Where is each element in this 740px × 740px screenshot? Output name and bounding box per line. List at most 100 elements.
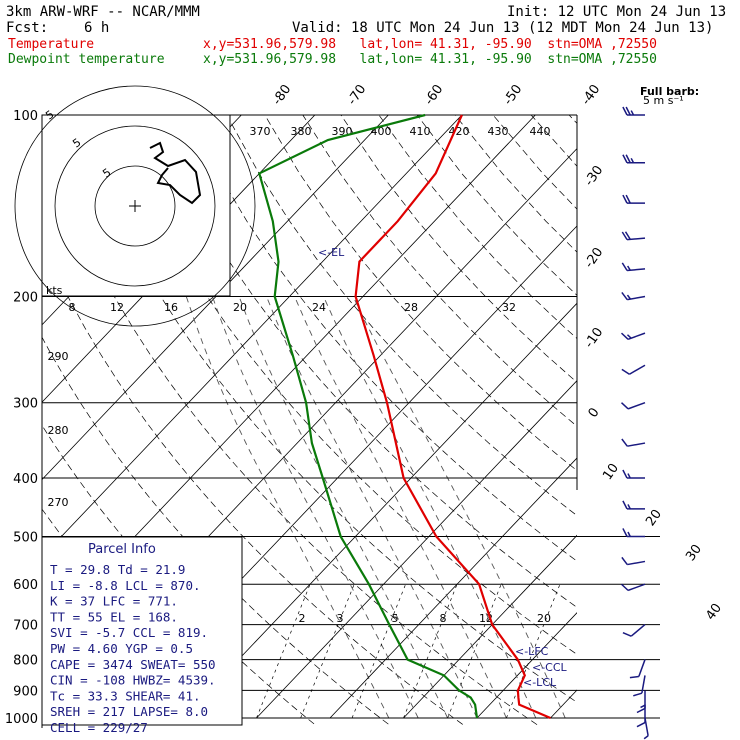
dry-adiabat — [74, 115, 577, 703]
level-annotation: <-CCL — [532, 661, 568, 674]
wind-barb — [622, 469, 645, 479]
mixing-ratio-label: 2 — [299, 612, 306, 625]
dry-adiabat — [492, 115, 577, 210]
moist-adiabat — [238, 296, 449, 719]
wind-barbs — [620, 106, 649, 740]
moist-adiabat — [294, 296, 507, 719]
isotherm-label: -70 — [345, 82, 369, 108]
hodograph-axis-label: 12 — [110, 301, 124, 314]
parcel-info-row: CIN = -108 HWBZ= 4539. — [50, 673, 216, 688]
barb-legend-unit: 5 m s⁻¹ — [643, 94, 684, 107]
wind-barb — [620, 332, 646, 340]
mixing-ratio-label: 20 — [537, 612, 551, 625]
pressure-label: 800 — [13, 654, 38, 669]
pressure-label: 300 — [13, 397, 38, 412]
moist-adiabat — [266, 296, 478, 719]
hodograph-axis-label: 24 — [312, 301, 326, 314]
mixing-ratio-line — [506, 584, 561, 719]
dry-adiabat — [188, 115, 577, 562]
dry-adiabat — [302, 115, 577, 427]
dry-adiabat — [568, 115, 577, 124]
parcel-info-row: TT = 55 EL = 168. — [50, 609, 178, 624]
parcel-info-row: SVI = -5.7 CCL = 819. — [50, 625, 208, 640]
level-annotation: <-LCL — [523, 676, 557, 689]
level-annotation: <-LFC — [515, 645, 549, 658]
isotherm-line — [329, 457, 577, 719]
moist-adiabat — [323, 296, 537, 719]
hodograph-axis-label: 16 — [164, 301, 178, 314]
hodograph-axis-label: 28 — [404, 301, 418, 314]
hodograph-axis-label: 32 — [502, 301, 516, 314]
theta-label: 430 — [488, 125, 509, 138]
wind-barb — [621, 364, 646, 375]
hodograph-ring — [94, 165, 176, 247]
theta-label: 440 — [530, 125, 551, 138]
theta-label: 380 — [291, 125, 312, 138]
mixing-ratio-line — [300, 584, 355, 719]
moist-adiabat — [211, 296, 419, 719]
hodograph-ring — [14, 85, 256, 327]
isotherm-line — [550, 689, 577, 719]
dry-adiabat — [378, 115, 577, 339]
isotherm-line — [182, 302, 577, 719]
pressure-label: 1000 — [5, 712, 38, 727]
mixing-ratio-line — [256, 584, 311, 719]
isotherm-line — [256, 380, 577, 719]
isotherm-label: 20 — [643, 507, 665, 529]
isotherm-label: -40 — [579, 82, 603, 108]
isotherm-label: -60 — [422, 82, 446, 108]
isotherm-label: -20 — [582, 245, 606, 271]
pressure-label: 200 — [13, 291, 38, 306]
wind-barb — [622, 194, 645, 204]
isotherm-line — [476, 612, 577, 719]
isotherm-label: 30 — [683, 542, 705, 564]
dry-adiabat — [454, 115, 577, 253]
parcel-info-row: SREH = 217 LAPSE= 8.0 — [50, 704, 208, 719]
wind-barb — [633, 675, 646, 697]
dewpoint-legend: Dewpoint temperature — [8, 52, 165, 67]
dry-adiabat — [530, 115, 577, 167]
parcel-info-row: PW = 4.60 YGP = 0.5 — [50, 641, 193, 656]
isotherm-line — [42, 115, 463, 558]
hodograph-ring — [54, 125, 216, 287]
barb-legend-title: Full barb: — [640, 85, 699, 98]
mixing-ratio-label: 3 — [337, 612, 344, 625]
pressure-label: 900 — [13, 684, 38, 699]
dewpoint-location: x,y=531.96,579.98 lat,lon= 41.31, -95.90… — [203, 52, 657, 67]
pressure-label: 400 — [13, 472, 38, 487]
isotherm-label: -80 — [270, 82, 294, 108]
level-annotation: <-EL — [318, 246, 345, 259]
wind-barb — [622, 154, 645, 164]
theta-label: 280 — [48, 424, 69, 437]
dry-adiabat — [42, 130, 539, 725]
theta-label: 370 — [250, 125, 271, 138]
dry-adiabat — [150, 115, 577, 608]
isotherm-line — [698, 115, 740, 718]
parcel-info-row: CELL = 229/27 — [50, 720, 148, 735]
dry-adiabat — [607, 115, 740, 731]
isotherm-line — [403, 534, 577, 719]
mixing-ratio-label: 8 — [440, 612, 447, 625]
dry-adiabat — [226, 115, 577, 517]
theta-label: 270 — [48, 496, 69, 509]
pressure-label: 100 — [13, 109, 38, 124]
parcel-info-panel: Parcel Info T = 29.8 Td = 21.9LI = -8.8 L… — [41, 536, 243, 735]
wind-barb — [643, 717, 649, 740]
wind-barb — [621, 231, 646, 241]
wind-barb — [622, 106, 645, 116]
wind-barb — [621, 292, 646, 301]
parcel-info-row: Tc = 33.3 SHEAR= 41. — [50, 688, 201, 703]
theta-label: 410 — [410, 125, 431, 138]
parcel-info-box — [41, 536, 243, 726]
model-title: 3km ARW-WRF -- NCAR/MMM — [6, 4, 200, 20]
moist-adiabat — [185, 296, 390, 719]
parcel-info-row: LI = -8.8 LCL = 870. — [50, 578, 201, 593]
wind-barb — [620, 401, 646, 410]
dry-adiabat — [264, 115, 577, 472]
isotherm-label: -50 — [501, 82, 525, 108]
hodograph-units: kts — [46, 284, 63, 297]
wind-barb — [621, 438, 646, 447]
mixing-ratio-line — [447, 584, 502, 719]
wind-barb — [622, 500, 645, 510]
